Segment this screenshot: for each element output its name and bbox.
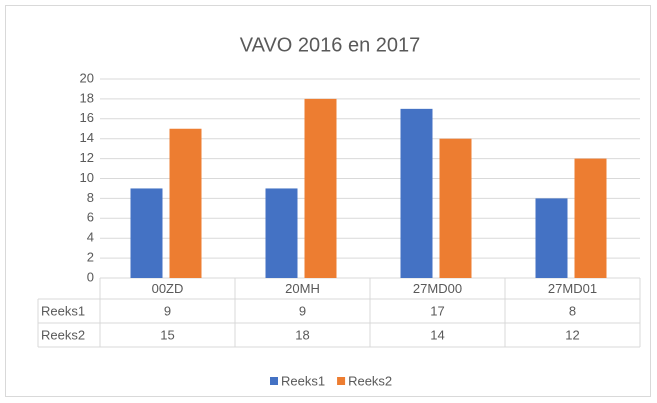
bar (574, 158, 607, 278)
table-cell: 14 (430, 327, 444, 342)
y-tick-label: 6 (87, 210, 94, 225)
bar (400, 108, 433, 278)
legend-label: Reeks1 (281, 373, 325, 388)
y-tick-label: 14 (80, 130, 94, 145)
y-tick-label: 4 (87, 230, 94, 245)
x-tick-label: 27MD01 (548, 281, 597, 296)
chart-title: VAVO 2016 en 2017 (240, 34, 421, 56)
bar (130, 188, 163, 278)
y-tick-label: 2 (87, 250, 94, 265)
table-cell: 8 (569, 303, 576, 318)
table-cell: 15 (160, 327, 174, 342)
table-cell: 9 (164, 303, 171, 318)
bar (535, 198, 568, 278)
y-tick-label: 16 (80, 110, 94, 125)
y-tick-label: 8 (87, 190, 94, 205)
y-tick-label: 18 (80, 90, 94, 105)
x-tick-label: 00ZD (152, 281, 184, 296)
bar (304, 98, 337, 279)
y-tick-label: 0 (87, 269, 94, 284)
x-tick-label: 20MH (285, 281, 320, 296)
table-row-header: Reeks2 (41, 327, 85, 342)
legend-label: Reeks2 (348, 373, 392, 388)
x-tick-label: 27MD00 (413, 281, 462, 296)
y-tick-label: 12 (80, 150, 94, 165)
table-cell: 18 (295, 327, 309, 342)
bar (169, 128, 202, 278)
y-tick-label: 10 (80, 170, 94, 185)
table-row-header: Reeks1 (41, 303, 85, 318)
bar (265, 188, 298, 278)
table-cell: 17 (430, 303, 444, 318)
legend-swatch (270, 377, 278, 385)
bar (439, 138, 472, 278)
y-tick-label: 20 (80, 70, 94, 85)
legend-swatch (337, 377, 346, 385)
table-cell: 12 (565, 327, 579, 342)
table-cell: 9 (299, 303, 306, 318)
